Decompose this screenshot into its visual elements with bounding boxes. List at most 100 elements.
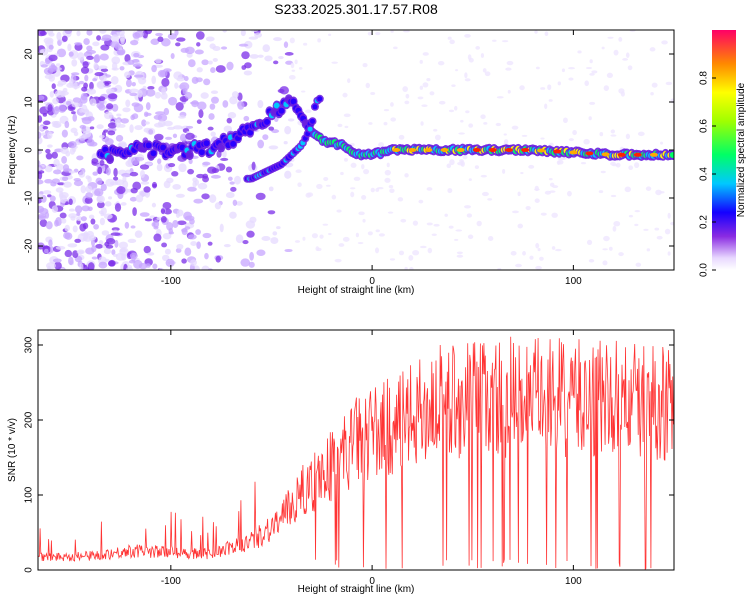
noise-blob [211,96,219,104]
noise-blob [419,59,423,64]
noise-blob [670,221,674,226]
noise-blob [243,115,250,122]
noise-blob [85,185,93,193]
noise-blob [88,214,95,220]
noise-blob [355,232,359,238]
noise-blob [104,201,112,207]
noise-blob [284,52,294,56]
noise-blob [52,258,62,263]
noise-blob [210,131,216,137]
noise-blob [496,96,504,99]
noise-blob [544,103,548,110]
noise-blob [175,42,181,47]
noise-blob [232,199,238,206]
noise-blob [634,162,640,169]
noise-blob [40,194,47,203]
noise-blob [464,72,468,79]
ridge-core [247,129,254,136]
noise-blob [173,71,183,80]
noise-blob [71,59,78,67]
noise-blob [589,59,593,64]
noise-blob [181,228,188,233]
noise-blob [105,238,116,245]
noise-blob [403,30,410,33]
noise-blob [183,211,193,220]
noise-blob [96,35,102,41]
noise-blob [68,51,74,57]
noise-blob [257,139,265,149]
colorbar: 0.0 0.2 0.4 0.6 0.8 Normalized spectral ampl… [699,30,747,277]
ridge-peak [553,149,562,154]
noise-blob [67,43,72,52]
noise-blob [132,207,137,217]
noise-blob [287,118,295,122]
noise-blob [92,41,100,47]
branch-core [312,104,318,110]
noise-blob [80,216,87,222]
noise-blob [637,131,645,137]
noise-blob [155,111,165,116]
noise-blob [152,183,157,188]
noise-blob [328,232,332,236]
noise-blob [45,152,53,160]
snr-background [38,330,674,570]
snr-frame [37,329,675,571]
noise-blob [248,261,255,268]
noise-blob [412,220,419,226]
noise-blob [210,67,216,74]
noise-blob [540,212,547,216]
noise-blob [337,123,343,128]
noise-blob [600,170,606,174]
noise-blob [480,53,485,58]
noise-blob [194,49,204,55]
noise-blob [393,46,398,50]
noise-blob [664,228,671,235]
noise-blob [76,216,83,222]
snr-y-axis: 0 100 200 300 [24,336,674,573]
snr-x-axis: -100 0 100 [161,330,582,587]
noise-blob [179,133,187,142]
noise-blob [57,104,67,113]
noise-blob [62,176,69,182]
noise-blob [155,58,162,64]
noise-blob [43,67,54,75]
noise-blob [165,258,175,268]
noise-blob [51,151,58,159]
y-tick-label: -20 [24,238,35,253]
noise-blob [302,236,306,241]
noise-blob [362,218,366,223]
noise-blob [172,125,183,130]
noise-blob [83,38,90,46]
branch-core [317,96,323,102]
noise-blob [202,232,212,239]
noise-blob [93,223,99,230]
noise-blob [583,138,590,145]
noise-blob [444,213,448,217]
noise-blob [223,125,233,133]
noise-blob [151,64,157,73]
noise-blob [370,187,375,193]
noise-blob [599,131,604,137]
noise-blob [48,32,55,37]
noise-blob [655,189,662,196]
noise-blob [105,244,114,249]
noise-blob [120,118,129,124]
noise-blob [495,122,502,127]
noise-blob [42,113,47,117]
noise-blob [245,220,256,229]
noise-blob [38,205,45,213]
noise-blob [172,220,179,228]
colorbar-tick-label: 0.4 [699,167,710,181]
noise-blob [268,186,274,192]
branch-core [307,126,313,132]
noise-blob [572,130,577,136]
noise-blob [114,239,119,248]
noise-blob [195,31,205,40]
noise-blob [586,239,593,245]
noise-blob [483,122,488,125]
noise-blob [174,82,179,89]
noise-blob [70,127,78,134]
noise-blob [334,258,342,263]
noise-blob [204,252,209,260]
noise-blob [388,185,394,189]
